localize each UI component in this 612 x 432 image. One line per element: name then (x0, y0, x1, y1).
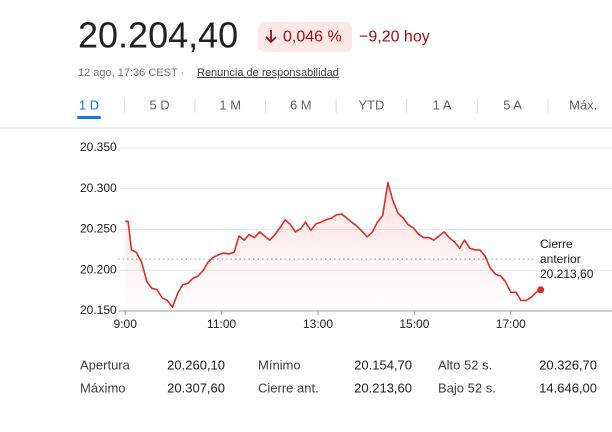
x-tick-label: 11:00 (207, 317, 236, 331)
change-badge (258, 22, 352, 52)
y-tick-label: 20.250 (80, 222, 117, 236)
tab[interactable]: 5 D (149, 97, 169, 112)
y-tick-label: 20.200 (80, 262, 117, 276)
price-line (125, 181, 542, 308)
tab[interactable]: 1 D (79, 97, 99, 112)
stat-label: Máximo (80, 380, 126, 395)
stat-value: 20.326,70 (539, 357, 597, 372)
y-tick-label: 20.150 (80, 303, 117, 317)
disclaimer-link[interactable]: Renuncia de responsabilidad (197, 67, 339, 79)
x-tick-label: 13:00 (303, 317, 333, 331)
tab[interactable]: 6 M (290, 97, 312, 112)
stat-value: 20.307,60 (167, 380, 225, 395)
stat-label: Apertura (80, 357, 131, 372)
down-arrow (265, 30, 277, 44)
x-tick-label: 15:00 (399, 317, 429, 331)
price: 20.204,40 (78, 15, 238, 56)
stat-label: Alto 52 s. (438, 357, 492, 372)
stat-label: Cierre ant. (258, 380, 319, 395)
stat-value: 14.646,00 (539, 380, 597, 395)
stat-value: 20.213,60 (354, 380, 412, 395)
reference-annotation: Cierre anterior 20.213,60 (540, 237, 604, 282)
y-tick-label: 20.350 (80, 140, 117, 154)
tab[interactable]: 1 A (433, 97, 452, 112)
tab-indicator (77, 116, 101, 119)
x-tick-label: 9:00 (114, 317, 138, 331)
tab[interactable]: Máx. (569, 97, 597, 112)
stat-label: Mínimo (258, 357, 301, 372)
timestamp: 12 ago, 17:36 CEST · (78, 67, 184, 79)
tab[interactable]: 1 M (219, 97, 241, 112)
stat-label: Bajo 52 s. (438, 380, 496, 395)
last-point (537, 286, 545, 294)
tab[interactable]: YTD (358, 97, 384, 112)
x-tick-label: 17:00 (496, 317, 526, 331)
change-today: −9,20 hoy (359, 29, 430, 46)
tab[interactable]: 5 A (503, 97, 522, 112)
y-tick-label: 20.300 (80, 181, 117, 195)
area (125, 182, 541, 311)
change-percent: 0,046 % (283, 29, 342, 46)
reference-value: 20.213,60 (540, 267, 594, 281)
reference-label: Cierre anterior (540, 237, 581, 266)
stat-value: 20.154,70 (354, 357, 412, 372)
stat-value: 20.260,10 (167, 357, 225, 372)
